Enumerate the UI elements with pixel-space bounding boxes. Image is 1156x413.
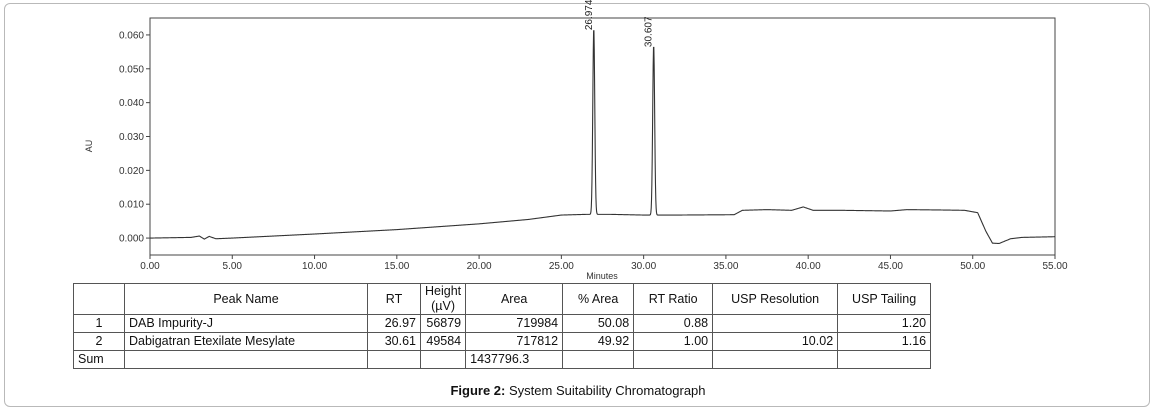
header-rt-ratio: RT Ratio [633, 283, 714, 315]
y-tick-label: 0.010 [119, 200, 144, 211]
x-tick-label: 5.00 [223, 261, 243, 272]
table-row: 2 Dabigatran Etexilate Mesylate 30.61 49… [73, 332, 932, 351]
cell-area: 1437796.3 [465, 350, 564, 369]
x-tick-label: 30.00 [631, 261, 656, 272]
x-tick-label: 0.00 [140, 261, 160, 272]
cell-area: 719984 [465, 314, 564, 333]
y-tick-label: 0.040 [119, 98, 144, 109]
y-tick-label: 0.020 [119, 166, 144, 177]
x-tick-label: 50.00 [960, 261, 985, 272]
cell-height [419, 350, 467, 369]
cell-rt: 30.61 [367, 332, 421, 351]
cell-usp-resolution [712, 350, 839, 369]
table-row: Sum 1437796.3 [73, 350, 932, 369]
x-tick-label: 25.00 [549, 261, 574, 272]
x-tick-label: 55.00 [1042, 261, 1067, 272]
cell-usp-resolution: 10.02 [712, 332, 839, 351]
header-height: Height (µV) [419, 283, 467, 315]
cell-usp-resolution [712, 314, 839, 333]
x-tick-label: 35.00 [713, 261, 738, 272]
caption-text: System Suitability Chromatograph [505, 383, 706, 398]
table-header-row: Peak Name RT Height (µV) Area % Area RT … [73, 283, 932, 315]
x-tick-label: 10.00 [302, 261, 327, 272]
x-tick-label: 45.00 [878, 261, 903, 272]
y-axis-title: AU [84, 140, 94, 153]
x-axis-title: Minutes [586, 271, 618, 281]
cell-peak-name [124, 350, 368, 369]
y-tick-label: 0.030 [119, 132, 144, 143]
cell-height: 56879 [419, 314, 467, 333]
header-usp-tailing: USP Tailing [837, 283, 932, 315]
table-row: 1 DAB Impurity-J 26.97 56879 719984 50.0… [73, 314, 932, 333]
x-tick-label: 15.00 [384, 261, 409, 272]
figure-caption: Figure 2: System Suitability Chromatogra… [0, 383, 1156, 398]
chromatogram-chart: 0.000 0.010 0.020 0.030 0.040 0.050 0.060 0.00… [84, 0, 1068, 281]
chromatogram-trace [150, 30, 1055, 245]
header-rt: RT [367, 283, 421, 315]
header-usp-resolution: USP Resolution [712, 283, 839, 315]
system-suitability-table: Peak Name RT Height (µV) Area % Area RT … [73, 283, 932, 369]
cell-index: Sum [73, 350, 125, 369]
y-tick-label: 0.000 [119, 234, 144, 245]
caption-label: Figure 2: [450, 383, 506, 398]
cell-usp-tailing [837, 350, 932, 369]
y-axis-ticks: 0.000 0.010 0.020 0.030 0.040 0.050 0.060 [119, 30, 150, 245]
cell-rt [367, 350, 421, 369]
cell-rt: 26.97 [367, 314, 421, 333]
peak-rt-label: 26.974 [584, 0, 595, 30]
cell-index: 1 [73, 314, 125, 333]
header-index [73, 283, 125, 315]
x-axis-ticks: 0.00 5.00 10.00 15.00 20.00 25.00 30.00 35.00 40… [140, 255, 1068, 272]
cell-percent-area [562, 350, 635, 369]
peak-rt-label: 30.607 [644, 16, 655, 47]
header-peak-name: Peak Name [124, 283, 368, 315]
x-tick-label: 40.00 [796, 261, 821, 272]
cell-height: 49584 [419, 332, 467, 351]
cell-usp-tailing: 1.20 [837, 314, 932, 333]
peak-labels: 26.974 30.607 [584, 0, 655, 47]
header-percent-area: % Area [562, 283, 635, 315]
cell-peak-name: DAB Impurity-J [124, 314, 368, 333]
cell-percent-area: 49.92 [562, 332, 635, 351]
cell-usp-tailing: 1.16 [837, 332, 932, 351]
cell-rt-ratio: 0.88 [633, 314, 714, 333]
cell-area: 717812 [465, 332, 564, 351]
cell-percent-area: 50.08 [562, 314, 635, 333]
figure-frame [4, 3, 1150, 407]
header-area: Area [465, 283, 564, 315]
y-tick-label: 0.050 [119, 64, 144, 75]
chart-axes [149, 17, 1056, 256]
cell-rt-ratio: 1.00 [633, 332, 714, 351]
cell-rt-ratio [633, 350, 714, 369]
y-tick-label: 0.060 [119, 30, 144, 41]
plot-frame [149, 17, 1056, 256]
cell-peak-name: Dabigatran Etexilate Mesylate [124, 332, 368, 351]
cell-index: 2 [73, 332, 125, 351]
x-tick-label: 20.00 [467, 261, 492, 272]
